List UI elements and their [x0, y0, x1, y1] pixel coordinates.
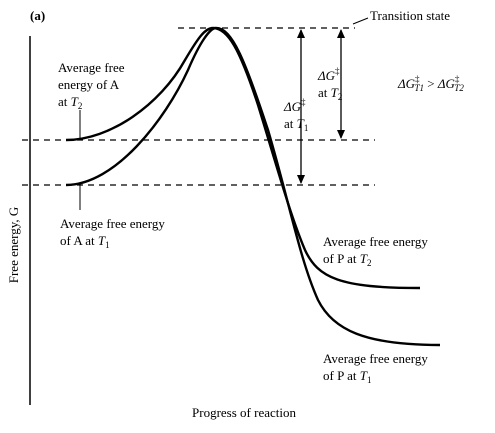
svg-text:Average free energy: Average free energy [323, 351, 428, 366]
x-axis-label: Progress of reaction [192, 405, 296, 420]
svg-text:at T2: at T2 [318, 85, 342, 102]
panel-label: (a) [30, 8, 45, 23]
svg-text:of P at T2: of P at T2 [323, 251, 371, 268]
label-p-t1: Average free energy of P at T1 [323, 351, 428, 385]
svg-text:Average free: Average free [58, 60, 125, 75]
label-a-t2: Average free energy of A at T2 [58, 60, 125, 111]
svg-text:of P at T1: of P at T1 [323, 368, 371, 385]
label-p-t2: Average free energy of P at T2 [323, 234, 428, 268]
delta-g-t1-label: ΔG‡ at T1 [283, 97, 308, 133]
svg-text:ΔG‡: ΔG‡ [317, 66, 340, 83]
comparison-label: ΔG‡ T1 > ΔG‡ T2 [397, 74, 464, 93]
delta-g-t2-label: ΔG‡ at T2 [317, 66, 342, 102]
y-axis-label: Free energy, G [6, 207, 21, 284]
delta-g-t2-arrow-top [337, 29, 345, 38]
svg-text:ΔG‡: ΔG‡ [283, 97, 306, 114]
transition-state-label: Transition state [370, 8, 450, 23]
delta-g-t1-arrow-top [297, 29, 305, 38]
svg-text:energy of A: energy of A [58, 77, 120, 92]
svg-text:at T1: at T1 [284, 116, 308, 133]
label-a-t1: Average free energy of A at T1 [60, 216, 165, 250]
curve-t1 [65, 26, 441, 347]
svg-text:of A at T1: of A at T1 [60, 233, 110, 250]
svg-text:at T2: at T2 [58, 94, 82, 111]
delta-g-t1-arrow-bottom [297, 175, 305, 184]
pointer-transition-state [352, 17, 369, 25]
delta-g-t2-arrow-bottom [337, 130, 345, 139]
svg-text:Average free energy: Average free energy [60, 216, 165, 231]
svg-text:Average free energy: Average free energy [323, 234, 428, 249]
